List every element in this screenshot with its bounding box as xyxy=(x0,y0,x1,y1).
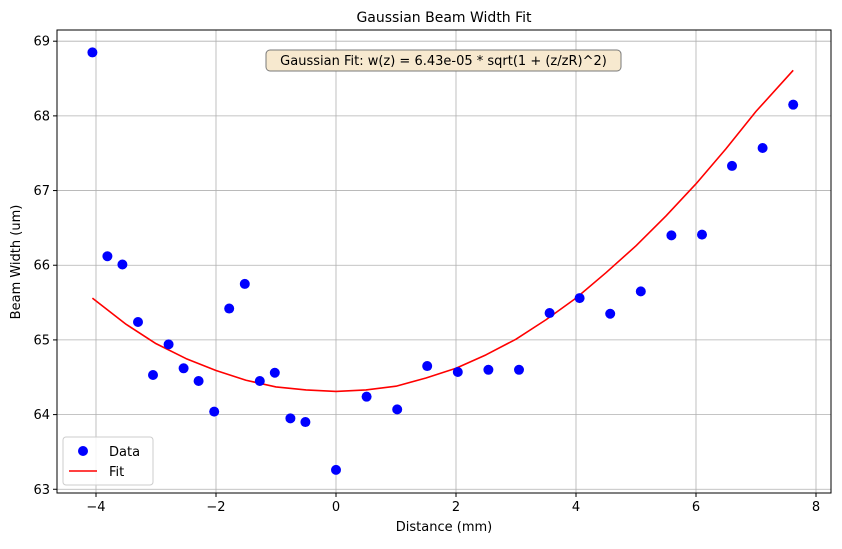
fit-line xyxy=(91,69,794,393)
x-tick-label: 8 xyxy=(812,500,820,515)
data-series xyxy=(87,47,799,475)
data-point xyxy=(574,293,585,304)
annotation-box xyxy=(265,49,622,72)
data-point xyxy=(300,417,311,428)
data-point xyxy=(87,47,98,58)
data-point xyxy=(483,364,494,375)
fit-annotation: Gaussian Fit: w(z) = 6.43e-05 * sqrt(1 +… xyxy=(265,49,622,72)
data-point xyxy=(269,367,280,378)
data-point xyxy=(254,375,265,386)
data-point xyxy=(133,316,143,327)
data-point xyxy=(422,361,433,372)
y-tick-label: 68 xyxy=(33,109,50,124)
y-tick-label: 67 xyxy=(33,184,50,199)
data-point xyxy=(392,404,403,415)
data-point xyxy=(666,230,677,241)
y-tick-label: 66 xyxy=(33,259,50,274)
grid-lines xyxy=(57,30,831,493)
data-point xyxy=(727,160,737,171)
x-tick-label: 0 xyxy=(332,500,340,515)
data-point xyxy=(193,375,204,386)
data-point xyxy=(635,286,646,297)
fit-series xyxy=(91,69,794,393)
legend-fit-label: Fit xyxy=(109,465,124,480)
x-tick-label: 4 xyxy=(572,500,580,515)
y-tick-label: 69 xyxy=(33,35,50,50)
data-point xyxy=(163,339,174,350)
data-point xyxy=(148,370,158,381)
y-tick-label: 64 xyxy=(33,408,50,423)
chart-title: Gaussian Beam Width Fit xyxy=(356,10,532,26)
data-point xyxy=(224,303,235,314)
x-tick-label: −4 xyxy=(86,500,105,515)
data-point xyxy=(514,364,524,375)
y-axis-label: Beam Width (um) xyxy=(9,205,24,320)
x-tick-label: −2 xyxy=(206,500,225,515)
x-tick-label: 6 xyxy=(692,500,700,515)
data-point xyxy=(117,259,128,270)
data-point xyxy=(788,99,799,110)
data-point xyxy=(239,278,250,289)
data-point xyxy=(361,391,372,402)
data-point xyxy=(102,251,113,262)
legend-data-label: Data xyxy=(109,445,140,460)
data-point xyxy=(544,308,555,319)
data-point xyxy=(209,406,220,417)
x-axis-label: Distance (mm) xyxy=(396,520,492,535)
data-point xyxy=(697,229,707,240)
plot-frame xyxy=(56,29,832,494)
legend-data-marker xyxy=(78,446,88,456)
data-point xyxy=(757,142,768,153)
legend: Data Fit xyxy=(62,436,154,486)
annotation-text: Gaussian Fit: w(z) = 6.43e-05 * sqrt(1 +… xyxy=(280,54,607,69)
data-point xyxy=(331,464,341,475)
data-point xyxy=(452,367,463,378)
data-point xyxy=(285,413,296,424)
data-point xyxy=(178,363,189,374)
x-tick-label: 2 xyxy=(452,500,460,515)
y-tick-label: 63 xyxy=(33,483,50,498)
y-tick-label: 65 xyxy=(33,333,50,348)
data-point xyxy=(605,308,616,319)
